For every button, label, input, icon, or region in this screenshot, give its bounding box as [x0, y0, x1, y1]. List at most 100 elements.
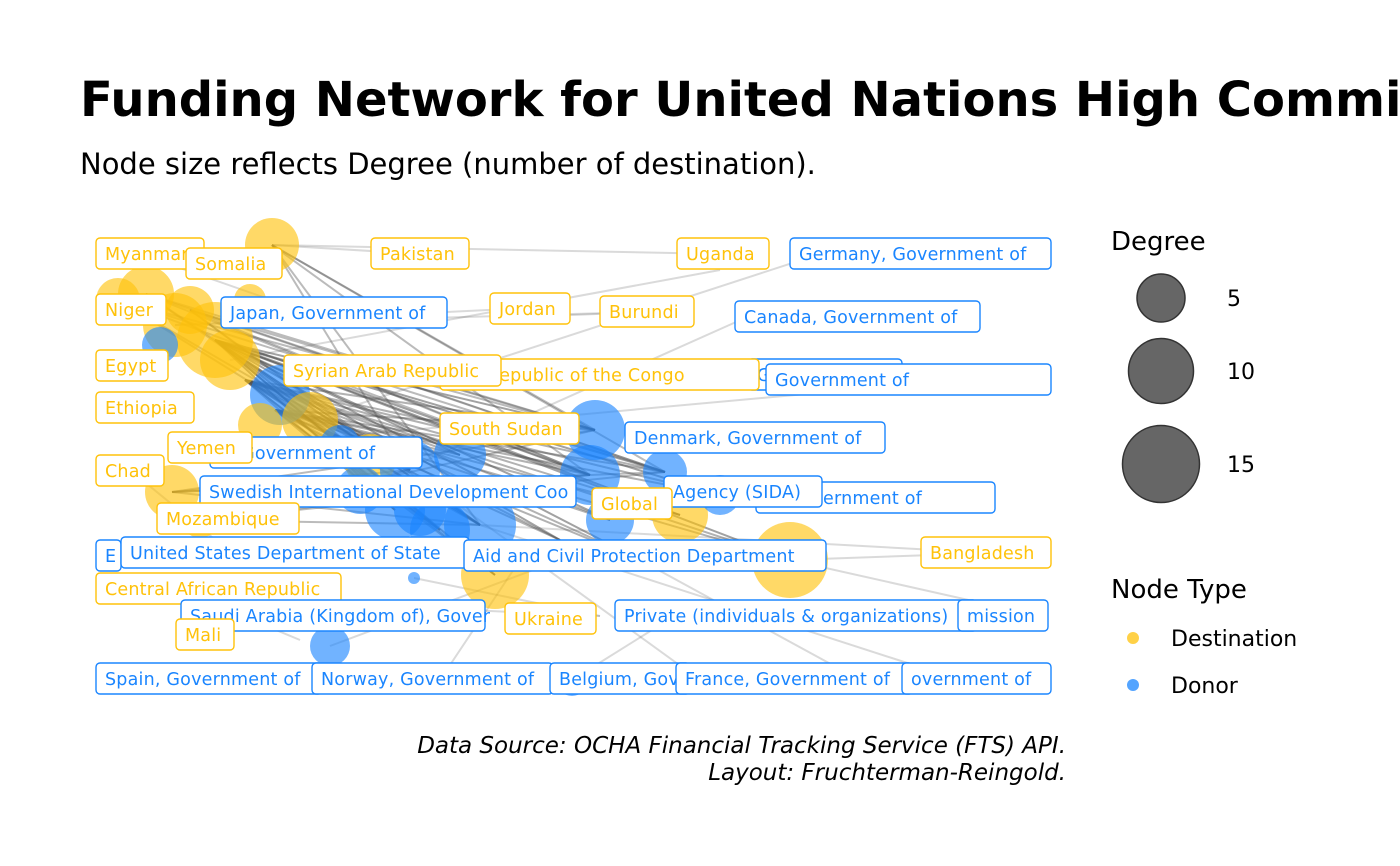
- node-label-text: Norway, Government of: [321, 670, 535, 690]
- node-label-donor[interactable]: Swedish International Development Coo: [199, 475, 577, 508]
- node-label-destination[interactable]: Mali: [175, 618, 235, 651]
- node-label-box: [95, 293, 167, 326]
- node-label-text: Spain, Government of: [105, 670, 301, 690]
- node-label-text: Uganda: [686, 245, 755, 265]
- node-label-text: Private (individuals & organizations): [624, 607, 948, 627]
- node-label-donor[interactable]: Germany, Government of: [789, 237, 1052, 270]
- node-label-destination[interactable]: Jordan: [489, 292, 571, 325]
- node-label-destination[interactable]: Central African Republic: [95, 572, 342, 605]
- node-label-donor[interactable]: mission: [957, 599, 1049, 632]
- node-label-box: [489, 292, 571, 325]
- node-label-box: [283, 354, 502, 387]
- node-label-donor[interactable]: Canada, Government of: [734, 300, 981, 333]
- node-label-donor[interactable]: E: [95, 539, 122, 572]
- node-label-destination[interactable]: Global: [591, 487, 673, 520]
- node-label-text: E: [105, 547, 116, 567]
- node-label-donor[interactable]: Japan, Government of: [220, 296, 448, 329]
- network-edge: [271, 244, 596, 431]
- network-plot: Myanmar Somalia Pakistan Uganda Germany, Gov…: [95, 218, 1052, 696]
- network-edge: [271, 244, 724, 255]
- legend-donor-dot: [1127, 679, 1139, 691]
- node-label-destination[interactable]: Uganda: [676, 237, 770, 270]
- node-label-text: Mozambique: [166, 510, 280, 530]
- node-label-destination[interactable]: Bangladesh: [920, 536, 1052, 569]
- node-label-box: [901, 662, 1052, 695]
- node-label-box: [95, 454, 165, 487]
- legend-type-items: Destination Donor: [1127, 627, 1297, 699]
- node-label-donor[interactable]: Denmark, Government of: [624, 421, 886, 454]
- node-label-box: [789, 237, 1052, 270]
- legend-type-title: Node Type: [1111, 575, 1247, 605]
- node-label-text: United States Department of State: [130, 544, 441, 564]
- node-label-text: Government of: [775, 371, 910, 391]
- node-label-destination[interactable]: Niger: [95, 293, 167, 326]
- node-label-destination[interactable]: Mozambique: [156, 502, 300, 535]
- legend-destination-dot: [1127, 632, 1139, 644]
- node-label-box: [439, 412, 580, 445]
- node-label-donor[interactable]: Saudi Arabia (Kingdom of), Gover: [180, 599, 491, 632]
- node-label-text: Canada, Government of: [744, 308, 958, 328]
- network-edge: [229, 269, 721, 361]
- node-label-box: [599, 295, 695, 328]
- node-label-donor[interactable]: Private (individuals & organizations): [614, 599, 978, 632]
- node-label-destination[interactable]: Burundi: [599, 295, 695, 328]
- node-label-text: Somalia: [195, 255, 266, 275]
- node-label-box: [167, 431, 253, 464]
- node-label-donor[interactable]: Government of: [765, 363, 1052, 396]
- node-label-donor[interactable]: Spain, Government of: [95, 662, 323, 695]
- node-label-text: overnment of: [911, 670, 1032, 690]
- labels-layer: Myanmar Somalia Pakistan Uganda Germany, Gov…: [95, 237, 1052, 695]
- node-label-destination[interactable]: Ethiopia: [95, 391, 195, 424]
- donor-node[interactable]: [408, 572, 420, 584]
- legend-degree-label: 15: [1227, 453, 1255, 478]
- donor-node[interactable]: [310, 626, 350, 666]
- legend-degree-circle: [1136, 273, 1186, 323]
- network-edge: [479, 524, 991, 554]
- node-label-donor[interactable]: Belgium, Gov: [549, 662, 691, 695]
- node-label-donor[interactable]: overnment of: [901, 662, 1052, 695]
- node-label-box: [220, 296, 448, 329]
- node-label-destination[interactable]: Yemen: [167, 431, 253, 464]
- node-label-donor[interactable]: Aid and Civil Protection Department: [463, 539, 827, 572]
- node-label-text: Pakistan: [380, 245, 455, 265]
- node-label-text: South Sudan: [449, 420, 563, 440]
- node-label-text: Germany, Government of: [799, 245, 1027, 265]
- node-label-destination[interactable]: Myanmar: [95, 237, 205, 270]
- node-label-destination[interactable]: Egypt: [95, 349, 169, 382]
- node-label-destination[interactable]: Syrian Arab Republic: [283, 354, 502, 387]
- node-label-donor[interactable]: y, Government of: [209, 436, 423, 469]
- node-label-donor[interactable]: Norway, Government of: [311, 662, 554, 695]
- node-label-destination[interactable]: Somalia: [185, 247, 283, 280]
- node-label-text: Mali: [185, 626, 221, 646]
- node-label-donor[interactable]: France, Government of: [675, 662, 914, 695]
- node-label-destination[interactable]: South Sudan: [439, 412, 580, 445]
- node-label-box: [95, 391, 195, 424]
- node-label-box: [957, 599, 1049, 632]
- node-label-box: [95, 349, 169, 382]
- node-label-destination[interactable]: Pakistan: [370, 237, 470, 270]
- node-label-text: France, Government of: [685, 670, 891, 690]
- legend-degree-label: 5: [1227, 287, 1241, 312]
- node-label-box: [765, 363, 1052, 396]
- chart-title: Funding Network for United Nations High …: [80, 72, 1400, 128]
- donor-node[interactable]: [565, 400, 625, 460]
- node-label-text: Global: [601, 495, 658, 515]
- node-label-text: Niger: [105, 301, 154, 321]
- node-label-box: [180, 599, 486, 632]
- node-label-destination[interactable]: Chad: [95, 454, 165, 487]
- legend-degree-title: Degree: [1111, 227, 1206, 257]
- legend-degree-label: 10: [1227, 360, 1255, 385]
- node-label-text: Chad: [105, 462, 151, 482]
- node-label-donor[interactable]: Agency (SIDA): [663, 475, 823, 508]
- node-label-destination[interactable]: Ukraine: [504, 602, 597, 635]
- node-label-text: Yemen: [176, 439, 236, 459]
- legend-destination-label: Destination: [1171, 627, 1297, 652]
- caption-layout: Layout: Fruchterman-Reingold.: [708, 760, 1066, 786]
- node-label-box: [185, 247, 283, 280]
- node-label-donor[interactable]: United States Department of State: [120, 536, 470, 569]
- destination-node[interactable]: [200, 330, 260, 390]
- node-label-text: Saudi Arabia (Kingdom of), Gover: [190, 607, 491, 627]
- chart-subtitle: Node size reflects Degree (number of des…: [80, 147, 816, 181]
- node-label-text: Central African Republic: [105, 580, 320, 600]
- node-label-text: Belgium, Gov: [559, 670, 679, 690]
